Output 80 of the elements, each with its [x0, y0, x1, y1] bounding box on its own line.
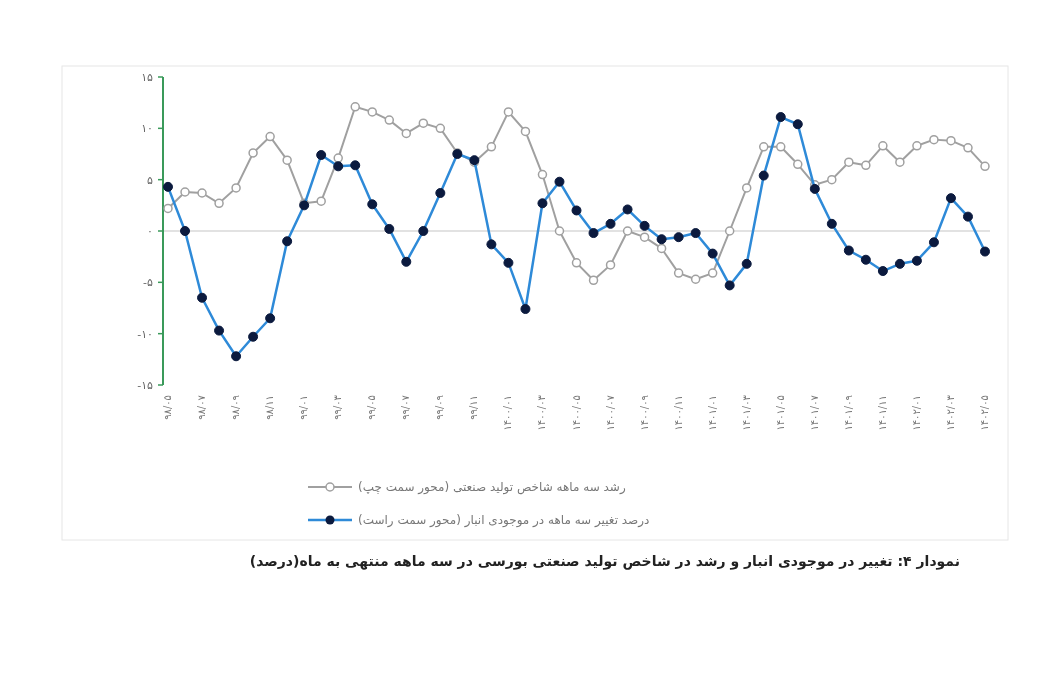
point	[350, 102, 360, 112]
x-tick-label: ۱۴۰۱/۰۳	[740, 394, 752, 431]
x-tick-label: ۹۹/۰۵	[366, 395, 378, 420]
point	[707, 268, 718, 278]
point	[282, 155, 292, 165]
point	[520, 126, 531, 137]
x-tick-label: ۱۴۰۰/۰۷	[604, 394, 616, 431]
point	[690, 274, 701, 284]
x-tick-label: ۱۴۰۰/۰۵	[570, 395, 582, 431]
point	[793, 159, 803, 170]
x-tick-label: ۹۸/۱۱	[264, 395, 276, 420]
point	[963, 143, 973, 153]
x-tick-label: ۱۴۰۲/۰۳	[944, 394, 956, 431]
point	[401, 128, 412, 139]
point	[418, 118, 429, 128]
point	[673, 268, 684, 278]
point	[180, 187, 190, 197]
point	[214, 198, 224, 209]
point	[724, 226, 735, 236]
x-tick-label: ۱۴۰۱/۰۱	[706, 395, 718, 431]
x-tick-label: ۱۴۰۱/۰۷	[808, 394, 820, 431]
legend-label: درصد تغییر سه ماهه در موجودی انبار (محور سمت راست)	[358, 513, 650, 528]
point	[605, 260, 616, 270]
point	[929, 134, 939, 145]
point	[844, 157, 854, 167]
point	[537, 169, 548, 180]
y-tick-label: ۰	[147, 225, 153, 238]
point	[656, 243, 667, 254]
legend-label: رشد سه ماهه شاخص تولید صنعتی (محور سمت چپ)	[358, 480, 626, 495]
point	[248, 148, 258, 158]
x-tick-label: ۹۹/۱۱	[468, 395, 480, 420]
point	[554, 226, 565, 236]
point	[571, 258, 582, 268]
x-tick-label: ۹۸/۰۷	[196, 394, 208, 420]
x-tick-label: ۹۹/۰۳	[332, 394, 344, 420]
point	[758, 142, 769, 152]
x-tick-label: ۱۴۰۰/۱۱	[672, 395, 684, 431]
point	[912, 141, 922, 151]
point	[639, 232, 650, 242]
point	[622, 226, 633, 236]
x-tick-label: ۱۴۰۲/۰۱	[910, 395, 922, 431]
point	[878, 141, 888, 151]
x-tick-label: ۱۴۰۰/۰۹	[638, 395, 650, 431]
x-tick-label: ۱۴۰۱/۰۵	[774, 395, 786, 431]
y-tick-label: -۱۰	[137, 327, 153, 341]
point	[316, 196, 326, 206]
point	[776, 142, 786, 152]
point	[231, 183, 241, 193]
x-tick-label: ۱۴۰۲/۰۵	[979, 395, 990, 431]
point	[486, 142, 497, 152]
point	[861, 160, 871, 171]
point	[384, 115, 395, 125]
point	[946, 135, 956, 146]
point	[265, 131, 275, 142]
point	[197, 188, 207, 198]
y-tick-label: ۱۵	[141, 71, 154, 84]
point	[980, 161, 990, 172]
point	[163, 203, 173, 214]
x-tick-label: ۱۴۰۱/۰۹	[842, 395, 854, 431]
point	[435, 123, 446, 134]
point	[333, 153, 343, 163]
x-tick-label: ۱۴۰۰/۰۳	[536, 394, 548, 431]
point	[367, 107, 377, 117]
point	[588, 275, 599, 286]
x-tick-label: ۱۴۰۰/۰۱	[502, 395, 514, 431]
x-tick-label: ۹۹/۰۹	[434, 395, 446, 420]
point	[741, 183, 752, 193]
point	[895, 157, 905, 167]
x-tick-label: ۹۹/۰۷	[400, 394, 412, 420]
point	[827, 174, 837, 185]
x-tick-label: ۹۸/۰۵	[162, 395, 173, 420]
point	[503, 107, 514, 117]
y-tick-label: -۵	[143, 276, 154, 290]
x-tick-label: ۱۴۰۱/۱۱	[876, 395, 888, 431]
y-tick-label: -۱۵	[137, 379, 154, 392]
text: نمودار ۴: تغییر در موجودی انبار و رشد در شاخص تولید صنعتی بورسی در سه ماهه منتهی به ماه(درصد)	[249, 553, 960, 570]
y-tick-label: ۱۰	[141, 122, 153, 136]
y-tick-label: ۵	[147, 173, 154, 187]
x-tick-label: ۹۸/۰۹	[230, 395, 242, 420]
x-tick-label: ۹۹/۰۱	[298, 395, 310, 420]
